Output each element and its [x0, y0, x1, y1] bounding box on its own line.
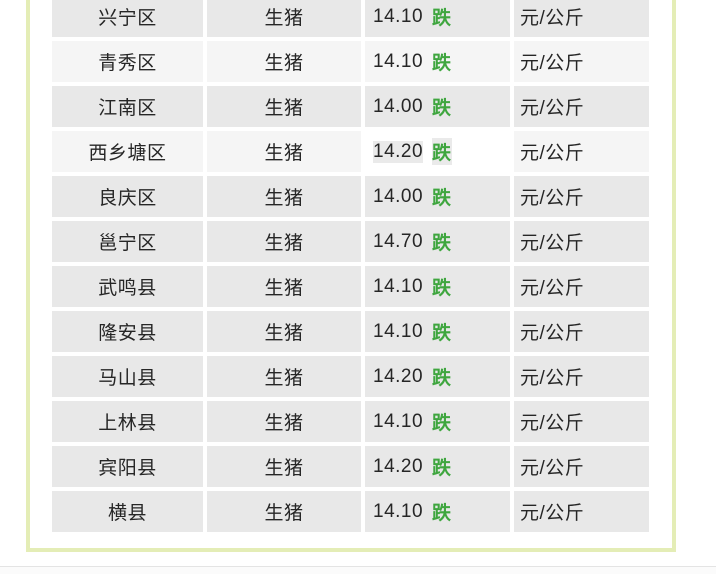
product-cell: 生猪 [207, 41, 361, 82]
price-cell: 14.10 跌 [365, 41, 510, 82]
trend-fall-badge: 跌 [432, 53, 452, 74]
unit-cell: 元/公斤 [514, 446, 649, 487]
unit-cell: 元/公斤 [514, 0, 649, 37]
trend-fall-badge: 跌 [432, 138, 452, 165]
price-cell: 14.10 跌 [365, 0, 510, 37]
trend-fall-badge: 跌 [432, 8, 452, 29]
region-cell: 青秀区 [52, 41, 203, 82]
product-cell: 生猪 [207, 311, 361, 352]
price-table-panel: 兴宁区 生猪 14.10 跌 元/公斤 青秀区 生猪 14.10 跌 元/公斤 … [26, 0, 676, 552]
region-cell: 西乡塘区 [52, 131, 203, 172]
price-value: 14.10 [373, 5, 424, 27]
price-cell: 14.20 跌 [365, 446, 510, 487]
region-cell: 隆安县 [52, 311, 203, 352]
price-cell: 14.00 跌 [365, 86, 510, 127]
price-value: 14.10 [373, 275, 424, 297]
unit-cell: 元/公斤 [514, 491, 649, 532]
price-value: 14.00 [373, 185, 424, 207]
region-cell: 上林县 [52, 401, 203, 442]
region-cell: 马山县 [52, 356, 203, 397]
region-cell: 宾阳县 [52, 446, 203, 487]
bottom-divider [0, 566, 716, 567]
product-cell: 生猪 [207, 356, 361, 397]
unit-cell: 元/公斤 [514, 266, 649, 307]
unit-cell: 元/公斤 [514, 86, 649, 127]
region-cell: 江南区 [52, 86, 203, 127]
price-cell: 14.10 跌 [365, 491, 510, 532]
price-cell: 14.20 跌 [365, 131, 510, 172]
product-cell: 生猪 [207, 491, 361, 532]
trend-fall-badge: 跌 [432, 503, 452, 524]
unit-cell: 元/公斤 [514, 41, 649, 82]
unit-cell: 元/公斤 [514, 356, 649, 397]
price-cell: 14.10 跌 [365, 311, 510, 352]
price-cell: 14.00 跌 [365, 176, 510, 217]
region-cell: 横县 [52, 491, 203, 532]
product-cell: 生猪 [207, 0, 361, 37]
trend-fall-badge: 跌 [432, 233, 452, 254]
region-cell: 武鸣县 [52, 266, 203, 307]
trend-fall-badge: 跌 [432, 278, 452, 299]
price-value: 14.20 [373, 365, 424, 387]
trend-fall-badge: 跌 [432, 368, 452, 389]
product-cell: 生猪 [207, 221, 361, 262]
price-cell: 14.20 跌 [365, 356, 510, 397]
price-value: 14.10 [373, 50, 424, 72]
unit-cell: 元/公斤 [514, 176, 649, 217]
price-table: 兴宁区 生猪 14.10 跌 元/公斤 青秀区 生猪 14.10 跌 元/公斤 … [52, 0, 650, 532]
product-cell: 生猪 [207, 266, 361, 307]
region-cell: 兴宁区 [52, 0, 203, 37]
price-value: 14.10 [373, 410, 424, 432]
region-cell: 良庆区 [52, 176, 203, 217]
price-value: 14.20 [373, 455, 424, 477]
product-cell: 生猪 [207, 131, 361, 172]
trend-fall-badge: 跌 [432, 413, 452, 434]
trend-fall-badge: 跌 [432, 98, 452, 119]
price-cell: 14.10 跌 [365, 401, 510, 442]
trend-fall-badge: 跌 [432, 188, 452, 209]
product-cell: 生猪 [207, 446, 361, 487]
product-cell: 生猪 [207, 86, 361, 127]
trend-fall-badge: 跌 [432, 458, 452, 479]
unit-cell: 元/公斤 [514, 221, 649, 262]
price-value: 14.10 [373, 500, 424, 522]
price-value: 14.00 [373, 95, 424, 117]
trend-fall-badge: 跌 [432, 323, 452, 344]
unit-cell: 元/公斤 [514, 401, 649, 442]
region-cell: 邕宁区 [52, 221, 203, 262]
unit-cell: 元/公斤 [514, 131, 649, 172]
price-cell: 14.70 跌 [365, 221, 510, 262]
price-cell: 14.10 跌 [365, 266, 510, 307]
product-cell: 生猪 [207, 401, 361, 442]
next-section-edge [0, 567, 716, 574]
price-value: 14.70 [373, 230, 424, 252]
unit-cell: 元/公斤 [514, 311, 649, 352]
product-cell: 生猪 [207, 176, 361, 217]
price-value: 14.20 [373, 140, 424, 163]
price-value: 14.10 [373, 320, 424, 342]
